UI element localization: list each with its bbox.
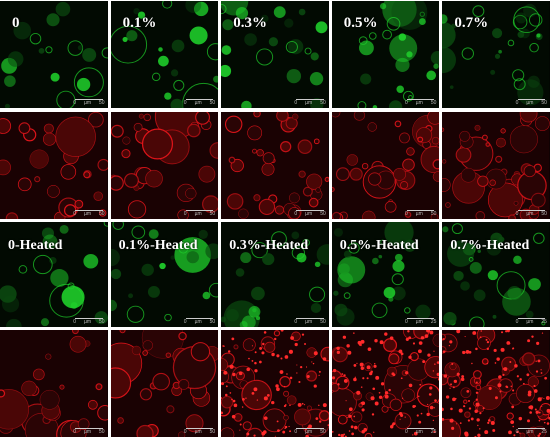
scale-bar: 0 µm 50: [183, 210, 216, 217]
scale-bar: 0 µm 50: [183, 318, 216, 325]
micrograph-image: [331, 112, 440, 219]
panel-unheated-red-4: 0 µm 50: [442, 112, 550, 219]
row-heated-red: 0 µm 50 0 µm 50 0 µm 50 0 µm 25 0 µm 25: [0, 330, 550, 437]
micrograph-image: [221, 1, 329, 108]
row-unheated-red: 0 µm 50 0 µm 50 0 µm 50 0 µm 50 0 µm 50: [0, 112, 550, 219]
concentration-label: 0.7%-Heated: [450, 238, 530, 253]
scale-bar: 0 µm 25: [404, 428, 437, 435]
micrograph-image: [442, 112, 550, 219]
micrograph-image: [221, 222, 329, 327]
scale-bar: 0 µm 50: [404, 210, 437, 217]
scale-bar: 0 µm 50: [294, 428, 326, 435]
panel-unheated-green-2: 0.3% 0 µm 50: [221, 1, 329, 108]
concentration-label: 0.1%-Heated: [118, 238, 198, 253]
scale-bar: 0 µm 50: [73, 318, 105, 325]
micrograph-image: [442, 222, 550, 327]
micrograph-image: [110, 1, 219, 108]
micrograph-image: [221, 330, 329, 437]
row-heated-green: 0-Heated 0 µm 50 0.1%-Heated 0 µm 50 0.3%-Heat…: [0, 222, 550, 327]
panel-unheated-red-3: 0 µm 50: [331, 112, 440, 219]
micrograph-image: [331, 222, 440, 327]
panel-unheated-red-0: 0 µm 50: [0, 112, 108, 219]
scale-bar: 0 µm 50: [294, 210, 326, 217]
panel-unheated-red-1: 0 µm 50: [110, 112, 219, 219]
panel-heated-green-2: 0.3%-Heated 0 µm 50: [221, 222, 329, 327]
panel-heated-red-1: 0 µm 50: [110, 330, 219, 437]
scale-bar: 0 µm 25: [515, 318, 547, 325]
panel-heated-red-2: 0 µm 50: [221, 330, 329, 437]
concentration-label: 0.3%-Heated: [229, 238, 309, 253]
scale-bar: 0 µm 50: [73, 210, 105, 217]
scale-bar: 0 µm 50: [515, 99, 547, 106]
concentration-label: 0-Heated: [8, 238, 63, 253]
panel-heated-red-3: 0 µm 25: [331, 330, 440, 437]
panel-unheated-green-3: 0.5% 0 µm 50: [331, 1, 440, 108]
micrograph-image: [442, 330, 550, 437]
micrograph-image: [110, 112, 219, 219]
micrograph-image: [442, 1, 550, 108]
micrograph-image: [0, 112, 108, 219]
micrograph-image: [221, 112, 329, 219]
concentration-label: 0.7%: [454, 15, 489, 31]
panel-heated-red-4: 0 µm 25: [442, 330, 550, 437]
micrograph-image: [110, 330, 219, 437]
micrograph-image: [0, 330, 108, 437]
micrograph-image: [0, 1, 108, 108]
concentration-label: 0: [12, 15, 20, 31]
concentration-label: 0.1%: [122, 15, 157, 31]
panel-unheated-green-1: 0.1% 0 µm 50: [110, 1, 219, 108]
panel-unheated-green-0: 0 0 µm 50: [0, 1, 108, 108]
scale-bar: 0 µm 50: [404, 99, 437, 106]
panel-heated-green-3: 0.5%-Heated 0 µm 25: [331, 222, 440, 327]
concentration-label: 0.3%: [233, 15, 267, 31]
row-unheated-green: 0 0 µm 50 0.1% 0 µm 50 0.3% 0 µm 50 0.5% 0 µm 50 0.7…: [0, 1, 550, 108]
scale-bar: 0 µm 50: [73, 99, 105, 106]
scale-bar: 0 µm 50: [73, 428, 105, 435]
panel-heated-green-4: 0.7%-Heated 0 µm 25: [442, 222, 550, 327]
panel-unheated-green-4: 0.7% 0 µm 50: [442, 1, 550, 108]
scale-bar: 0 µm 50: [294, 99, 326, 106]
micrograph-image: [0, 222, 108, 327]
scale-bar: 0 µm 50: [294, 318, 326, 325]
micrograph-image: [110, 222, 219, 327]
micrograph-image: [331, 1, 440, 108]
panel-heated-green-0: 0-Heated 0 µm 50: [0, 222, 108, 327]
scale-bar: 0 µm 25: [404, 318, 437, 325]
panel-heated-red-0: 0 µm 50: [0, 330, 108, 437]
concentration-label: 0.5%: [343, 15, 378, 31]
concentration-label: 0.5%-Heated: [339, 238, 419, 253]
scale-bar: 0 µm 50: [183, 428, 216, 435]
scale-bar: 0 µm 25: [515, 428, 547, 435]
panel-unheated-red-2: 0 µm 50: [221, 112, 329, 219]
scale-bar: 0 µm 50: [183, 99, 216, 106]
panel-heated-green-1: 0.1%-Heated 0 µm 50: [110, 222, 219, 327]
scale-bar: 0 µm 50: [515, 210, 547, 217]
micrograph-image: [331, 330, 440, 437]
